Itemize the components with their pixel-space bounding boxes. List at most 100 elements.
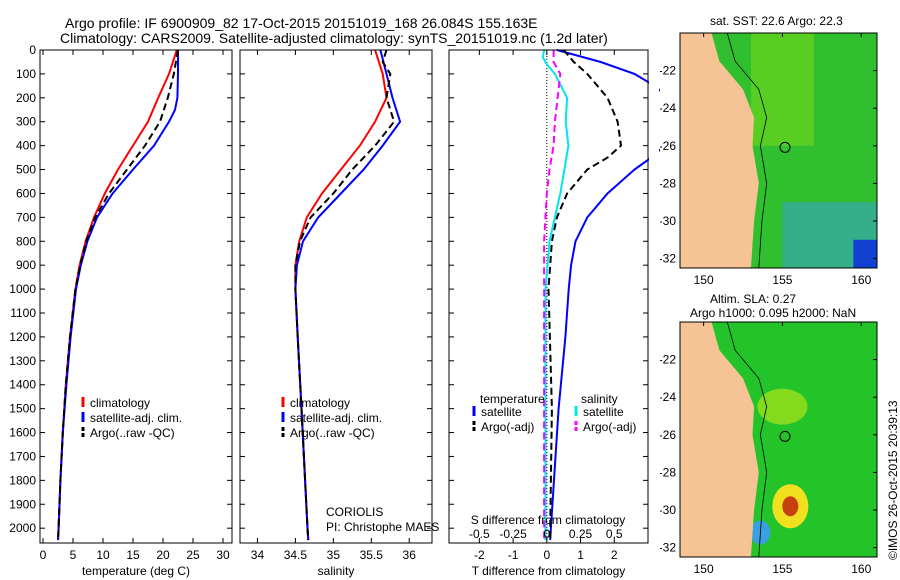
y-tick-label: 500 <box>16 163 36 177</box>
clip-mask <box>433 50 448 543</box>
x2-tick-label: 0.25 <box>569 527 593 541</box>
lat-tick-label: -24 <box>660 390 676 404</box>
legend-title-temperature: temperature <box>480 392 545 406</box>
sla-moderate <box>757 388 808 425</box>
map-top: 150 155 160 -22 -24 -26 -28 -30 -32 <box>660 32 878 287</box>
x-axis-label: T difference from climatology <box>472 564 626 578</box>
series-line-argo-raw-qc- <box>57 49 179 541</box>
map-top-title: sat. SST: 22.6 Argo: 22.3 <box>710 14 843 28</box>
map-bottom-title-2: Argo h1000: 0.095 h2000: NaN <box>690 306 857 320</box>
y-tick-label: 0 <box>29 43 36 57</box>
argo-position-marker <box>779 141 791 153</box>
credit-text: ©IMOS 26-Oct-2015 20:39:13 <box>886 400 900 560</box>
x-tick-label: 0 <box>543 548 550 562</box>
y-tick-label: 1100 <box>10 306 36 320</box>
sst-warm-patch <box>750 33 814 146</box>
y-tick-label: 1800 <box>9 473 36 487</box>
lat-tick-label: -28 <box>660 176 676 190</box>
series-line-s-satellite <box>541 49 570 541</box>
sst-cold-patch <box>853 239 877 268</box>
y-tick-label: 100 <box>16 67 36 81</box>
lon-tick-label: 150 <box>694 273 714 287</box>
panel-1: 0 5 10 15 20 25 30 temperature (deg C) 0 100 200 30… <box>9 43 239 578</box>
x-tick-label: 10 <box>96 548 110 562</box>
y-tick-label: 300 <box>16 115 36 129</box>
legend-label: satellite-adj. clim. <box>290 411 382 425</box>
axes-frame <box>39 49 233 544</box>
y-tick-label: 1900 <box>9 497 36 511</box>
x-tick-label: -2 <box>474 548 485 562</box>
sla-peak <box>782 496 799 517</box>
land-australia <box>680 33 759 268</box>
annotation-pi: PI: Christophe MAES <box>326 520 439 534</box>
clip-mask <box>649 50 659 543</box>
x-tick-label: 35 <box>327 548 341 562</box>
panel-2: 34 34.5 35 35.5 36 salinity climatologysatelli… <box>239 49 448 578</box>
x-tick-label: 15 <box>126 548 140 562</box>
series-line-argo-raw-qc- <box>294 49 396 541</box>
series-line-satellite-adj-clim- <box>57 50 179 541</box>
legend-title-salinity: salinity <box>581 392 618 406</box>
x-axis-label: salinity <box>318 564 355 578</box>
x-tick-label: 2 <box>611 548 618 562</box>
x-tick-label: 5 <box>70 548 77 562</box>
map-bottom-title-1: Altim. SLA: 0.27 <box>710 292 797 306</box>
lon-tick-label: 160 <box>851 562 871 576</box>
lat-tick-label: -30 <box>660 503 676 517</box>
legend-label: Argo(..raw -QC) <box>290 426 375 440</box>
title-line-2: Climatology: CARS2009. Satellite-adjuste… <box>60 30 608 46</box>
lon-tick-label: 160 <box>851 273 871 287</box>
y-tick-label: 400 <box>16 139 36 153</box>
y-tick-label: 1500 <box>9 402 36 416</box>
lat-tick-label: -32 <box>660 541 676 555</box>
title-line-1: Argo profile: IF 6900909_82 17-Oct-2015 … <box>65 15 538 31</box>
y-tick-label: 1400 <box>9 378 36 392</box>
x-tick-label: 20 <box>156 548 170 562</box>
legend-label: Argo(-adj) <box>481 420 534 434</box>
lon-tick-label: 155 <box>772 562 792 576</box>
axes-frame <box>448 49 649 544</box>
lon-tick-label: 155 <box>772 273 792 287</box>
clip-mask <box>233 50 239 543</box>
legend-label: satellite <box>481 405 522 419</box>
x2-axis-label: S difference from climatology <box>471 513 626 527</box>
land-australia <box>680 322 759 557</box>
y-tick-label: 1300 <box>9 354 36 368</box>
legend-label: climatology <box>290 396 350 410</box>
map-frame <box>679 321 878 558</box>
lat-tick-label: -32 <box>660 252 676 266</box>
x2-tick-label: -0.25 <box>499 527 527 541</box>
x-tick-label: 35.5 <box>360 548 384 562</box>
x-tick-label: 25 <box>186 548 200 562</box>
x-axis-label: temperature (deg C) <box>82 564 190 578</box>
x-tick-label: 36 <box>403 548 417 562</box>
legend-label: Argo(-adj) <box>583 420 636 434</box>
y-tick-label: 2000 <box>9 521 36 535</box>
y-tick-label: 600 <box>16 186 36 200</box>
y-tick-label: 900 <box>16 258 36 272</box>
legend-label: satellite-adj. clim. <box>90 411 182 425</box>
series-line-satellite-adj-clim- <box>294 49 402 541</box>
x-tick-label: 0 <box>40 548 47 562</box>
isobath <box>726 32 768 269</box>
y-tick-label: 1000 <box>9 282 36 296</box>
series-line-t-argo-adj- <box>547 49 623 541</box>
y-tick-label: 800 <box>16 234 36 248</box>
map-frame <box>679 32 878 269</box>
maps: 150 155 160 -22 -24 -26 -28 -30 -32 150 155 160 -22 -… <box>660 32 878 576</box>
lat-tick-label: -28 <box>660 465 676 479</box>
lon-tick-label: 150 <box>694 562 714 576</box>
series-line-s-argo-adj- <box>543 50 562 541</box>
x2-tick-label: 0.5 <box>606 527 623 541</box>
legend-label: climatology <box>90 396 150 410</box>
x2-tick-label: -0.5 <box>469 527 490 541</box>
x-tick-label: 34 <box>251 548 265 562</box>
lat-tick-label: -22 <box>660 64 676 78</box>
series-line-climatology <box>294 49 388 541</box>
legend-label: satellite <box>583 405 624 419</box>
y-tick-label: 1200 <box>9 330 36 344</box>
x-tick-label: 1 <box>577 548 584 562</box>
x-tick-label: 34.5 <box>284 548 308 562</box>
